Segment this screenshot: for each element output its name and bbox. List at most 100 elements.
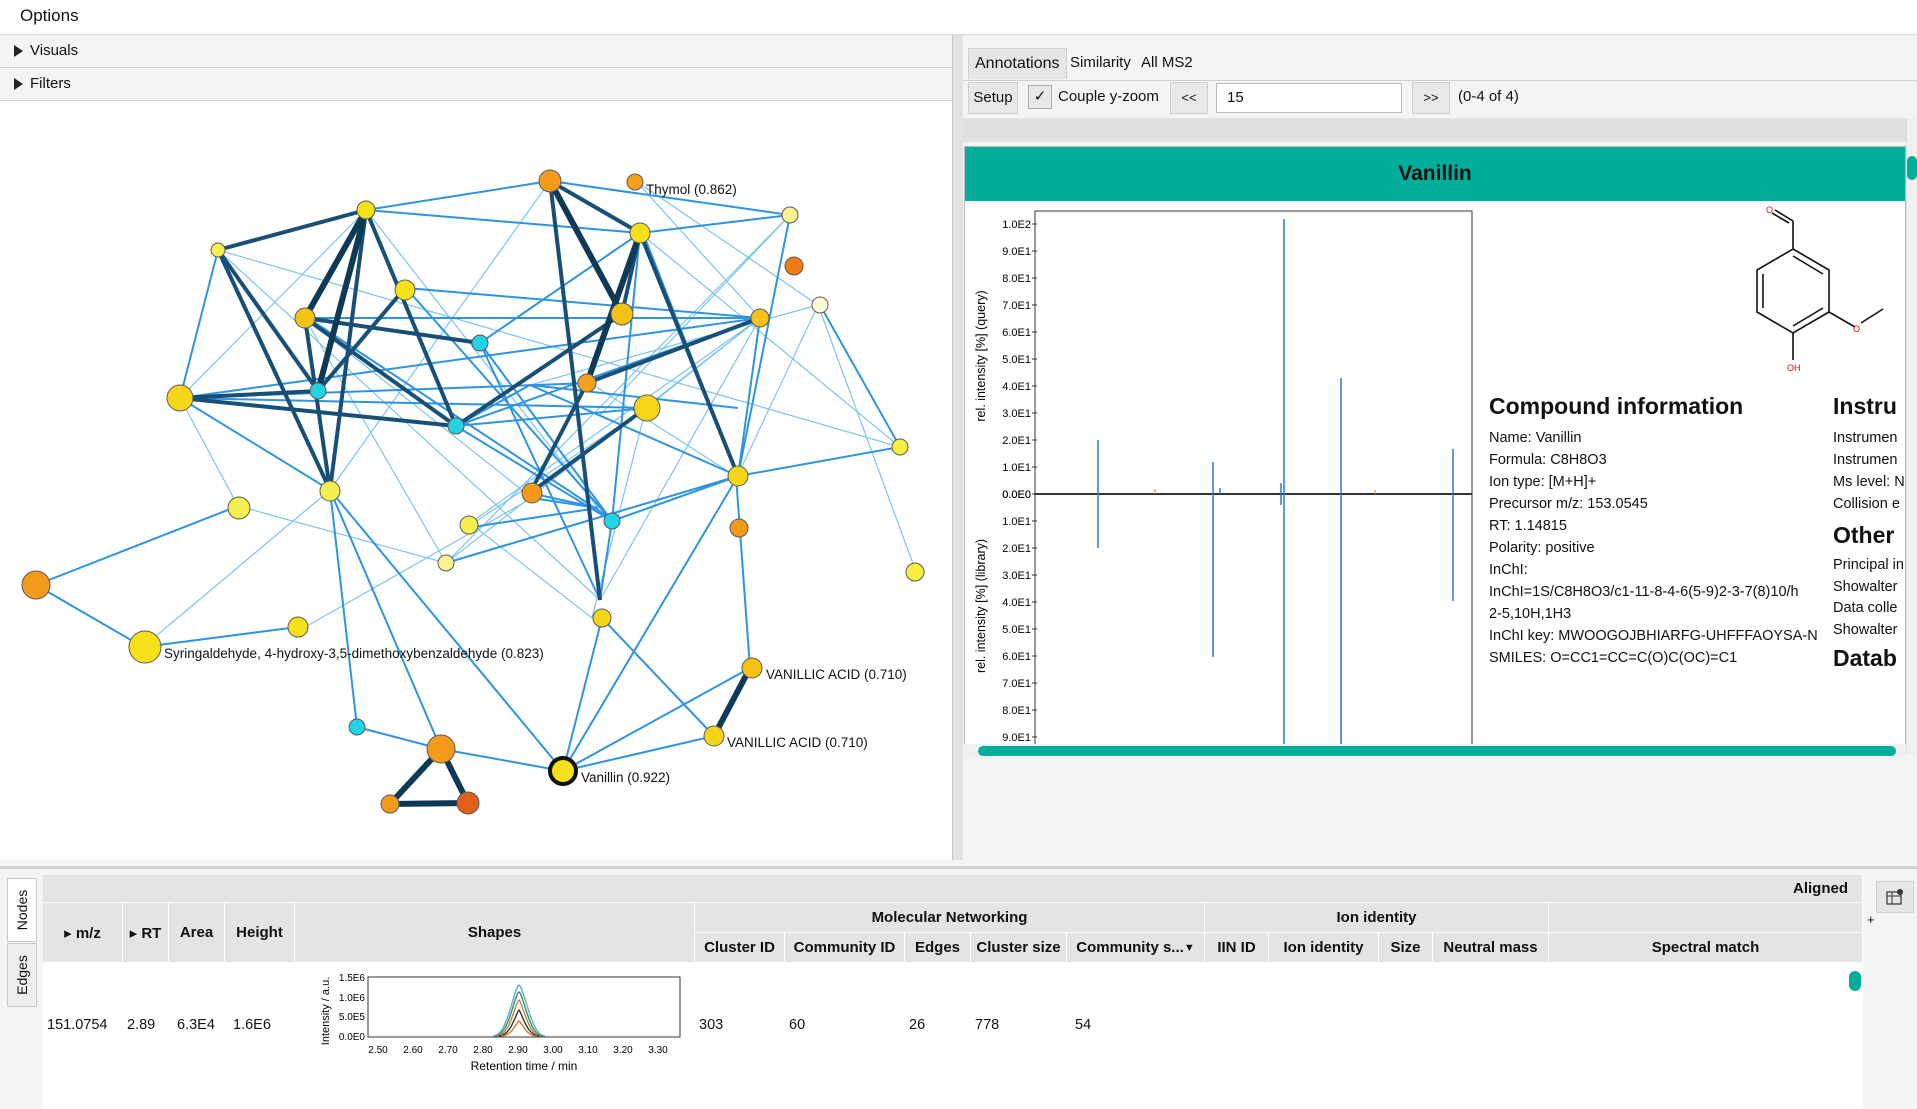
setup-button[interactable]: Setup	[968, 82, 1018, 114]
network-node[interactable]	[626, 173, 644, 191]
annotation-card: Vanillin rel. intensity [%] (query) rel.…	[964, 146, 1906, 746]
y-tick-label: 0.0E0	[1002, 489, 1031, 501]
other-line: Principal in	[1833, 557, 1904, 573]
network-node[interactable]	[781, 206, 799, 224]
feature-table-panel: Nodes Edges Aligned ▸ m/z ▸ RT Area Heig…	[0, 866, 1917, 1109]
col-edges[interactable]: Edges	[905, 933, 971, 963]
network-graph[interactable]: Thymol (0.862) Syringaldehyde, 4-hydroxy…	[0, 101, 952, 860]
previous-page-button[interactable]: <<	[1170, 82, 1208, 114]
col-cluster-size[interactable]: Cluster size	[971, 933, 1067, 963]
svg-text:3.00: 3.00	[543, 1045, 563, 1056]
col-community-id[interactable]: Community ID	[785, 933, 905, 963]
col-iin-id[interactable]: IIN ID	[1205, 933, 1269, 963]
cell-edges: 26	[909, 1017, 926, 1033]
tab-annotations[interactable]: Annotations	[968, 48, 1067, 79]
network-node[interactable]	[456, 791, 480, 815]
y-tick-label: 8.0E1	[1002, 273, 1031, 285]
menu-options[interactable]: Options	[20, 6, 79, 25]
network-node[interactable]	[21, 570, 51, 600]
network-node[interactable]	[210, 242, 226, 258]
scroll-thumb[interactable]	[1907, 156, 1917, 180]
tab-edges[interactable]: Edges	[7, 943, 37, 1007]
network-pane: Visuals Filters	[0, 35, 952, 860]
table-settings-button[interactable]	[1876, 881, 1914, 913]
network-node[interactable]	[741, 657, 763, 679]
col-spectral-match[interactable]: Spectral match	[1549, 933, 1863, 963]
tab-all-ms2[interactable]: All MS2	[1141, 54, 1193, 71]
network-node[interactable]	[727, 465, 749, 487]
network-node[interactable]	[784, 256, 804, 276]
network-node[interactable]	[356, 200, 376, 220]
vertical-scrollbar[interactable]	[1906, 118, 1917, 754]
network-node[interactable]	[603, 512, 621, 530]
tab-nodes[interactable]: Nodes	[7, 878, 37, 942]
network-node[interactable]	[426, 734, 456, 764]
add-column-button[interactable]: +	[1867, 912, 1875, 927]
col-cluster-id[interactable]: Cluster ID	[695, 933, 785, 963]
col-size[interactable]: Size	[1379, 933, 1433, 963]
network-node[interactable]	[128, 630, 162, 664]
network-node-selected[interactable]	[548, 756, 578, 786]
network-node[interactable]	[471, 334, 489, 352]
col-area[interactable]: Area	[169, 903, 225, 963]
svg-text:2.90: 2.90	[508, 1045, 528, 1056]
network-node[interactable]	[348, 718, 366, 736]
horizontal-scroll-thumb[interactable]	[978, 746, 1896, 756]
compound-info-line: InChI key: MWOOGOJBHIARFG-UHFFFAOYSA-N	[1489, 628, 1818, 644]
network-node[interactable]	[319, 480, 341, 502]
network-node[interactable]	[610, 302, 634, 326]
aligned-header[interactable]: Aligned	[43, 875, 1863, 903]
couple-y-zoom-checkbox[interactable]: ✓	[1028, 85, 1052, 109]
table-scroll-thumb[interactable]	[1849, 971, 1861, 991]
network-node[interactable]	[633, 394, 661, 422]
col-neutral-mass[interactable]: Neutral mass	[1433, 933, 1549, 963]
table-row[interactable]: 151.0754 2.89 6.3E4 1.6E6 Intensity / a.…	[43, 963, 1863, 1109]
network-node[interactable]	[703, 725, 725, 747]
network-node[interactable]	[380, 794, 400, 814]
col-ion-identity[interactable]: Ion identity	[1269, 933, 1379, 963]
col-shapes[interactable]: Shapes	[295, 903, 695, 963]
col-community-size[interactable]: Community s... ▼	[1067, 933, 1205, 963]
mirror-spectrum-plot[interactable]: rel. intensity [%] (query) rel. intensit…	[965, 201, 1490, 745]
network-node[interactable]	[459, 515, 479, 535]
cell-community-size: 54	[1075, 1017, 1092, 1033]
horizontal-scrollbar[interactable]	[964, 744, 1906, 758]
instrument-line: Collision e	[1833, 496, 1900, 512]
network-node[interactable]	[227, 496, 251, 520]
y-ticks-library: 0.0E0 1.0E1 2.0E1 3.0E1 4.0E1 5.0E1 6.0E1 7.0E1…	[1002, 489, 1037, 744]
y-tick-label: 1.0E1	[1002, 516, 1031, 528]
network-node[interactable]	[538, 169, 562, 193]
peak-shape-plot[interactable]: Intensity / a.u. 1.5E6 1.0E6 5.0E5 0.0E0…	[313, 963, 695, 1103]
network-node[interactable]	[750, 308, 770, 328]
network-node[interactable]	[577, 373, 597, 393]
node-label-vanillic-acid-2: VANILLIC ACID (0.710)	[727, 735, 868, 750]
network-node[interactable]	[287, 616, 309, 638]
network-node[interactable]	[729, 518, 749, 538]
col-mz[interactable]: ▸ m/z	[43, 903, 123, 963]
network-node[interactable]	[521, 482, 543, 504]
next-page-button[interactable]: >>	[1412, 82, 1450, 114]
page-size-input[interactable]: 15	[1216, 83, 1402, 113]
visuals-accordion[interactable]: Visuals	[0, 35, 952, 68]
network-node[interactable]	[394, 279, 416, 301]
network-node[interactable]	[294, 307, 316, 329]
shape-x-label: Retention time / min	[471, 1059, 578, 1073]
network-node[interactable]	[447, 417, 465, 435]
compound-info-line: Formula: C8H8O3	[1489, 452, 1607, 468]
network-node[interactable]	[309, 382, 327, 400]
shape-y-ticks: 1.5E6 1.0E6 5.0E5 0.0E0	[339, 973, 366, 1043]
network-node[interactable]	[905, 562, 925, 582]
network-node[interactable]	[629, 222, 651, 244]
network-node[interactable]	[166, 384, 194, 412]
tab-similarity[interactable]: Similarity	[1070, 54, 1131, 71]
molecule-structure: O O OH	[1756, 205, 1884, 373]
network-node[interactable]	[592, 608, 612, 628]
col-rt[interactable]: ▸ RT	[123, 903, 169, 963]
network-node[interactable]	[437, 554, 455, 572]
filters-accordion[interactable]: Filters	[0, 68, 952, 101]
network-node[interactable]	[811, 296, 829, 314]
network-node[interactable]	[891, 438, 909, 456]
page-range-label: (0-4 of 4)	[1458, 88, 1519, 105]
network-nodes[interactable]	[21, 169, 925, 815]
col-height[interactable]: Height	[225, 903, 295, 963]
